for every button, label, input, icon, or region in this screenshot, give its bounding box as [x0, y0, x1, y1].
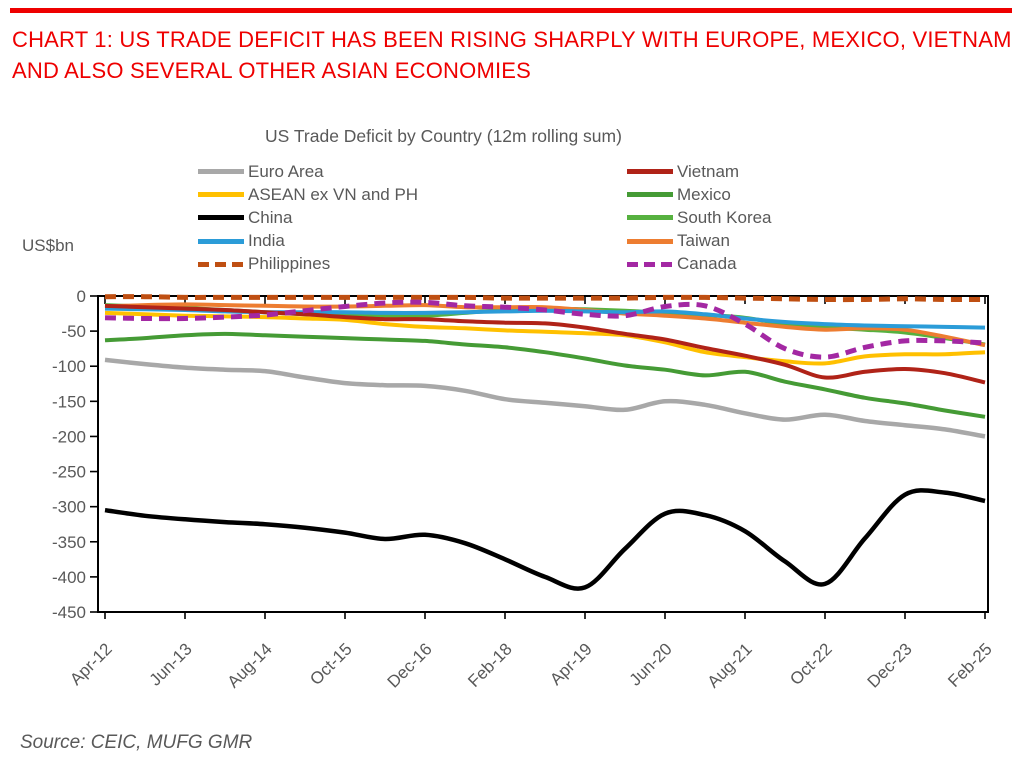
legend-swatch-asean-ex-vn-and-ph — [198, 192, 244, 198]
legend-swatch-china — [198, 215, 244, 221]
legend-swatch-euro-area — [198, 169, 244, 175]
y-tick-label: -150 — [52, 392, 86, 411]
legend-label-vietnam: Vietnam — [677, 161, 740, 181]
series-line-south-korea — [104, 303, 986, 347]
x-tick-label: Oct-15 — [306, 639, 356, 689]
x-tick-label: Dec-23 — [864, 639, 916, 691]
x-tick-label: Feb-18 — [464, 639, 516, 691]
legend-item-asean-ex-vn-and-ph: ASEAN ex VN and PH — [198, 183, 418, 206]
y-tick-label: -250 — [52, 463, 86, 482]
x-tick-label: Aug-14 — [224, 639, 276, 691]
x-tick-label: Jun-13 — [146, 639, 196, 689]
legend-swatch-philippines — [198, 261, 244, 267]
legend-swatch-vietnam — [627, 169, 673, 175]
legend-item-taiwan: Taiwan — [627, 230, 772, 253]
legend-label-taiwan: Taiwan — [677, 231, 730, 251]
x-tick-label: Dec-16 — [384, 639, 436, 691]
legend-swatch-mexico — [627, 192, 673, 198]
legend-label-euro-area: Euro Area — [248, 161, 324, 181]
y-tick-label: -450 — [52, 603, 86, 622]
x-tick-label: Jun-20 — [626, 639, 676, 689]
y-tick-label: 0 — [77, 287, 86, 306]
series-line-asean-ex-vn-and-ph — [104, 310, 986, 366]
legend-item-mexico: Mexico — [627, 183, 772, 206]
series-line-euro-area — [104, 357, 986, 439]
legend-item-china: China — [198, 206, 418, 229]
series-line-philippines — [104, 294, 986, 303]
series-line-taiwan — [104, 302, 986, 348]
axis-frame — [97, 295, 989, 613]
legend-swatch-canada — [627, 261, 673, 267]
legend-item-india: India — [198, 230, 418, 253]
page-title: CHART 1: US TRADE DEFICIT HAS BEEN RISIN… — [12, 27, 1012, 83]
legend-label-canada: Canada — [677, 254, 737, 274]
source-note: Source: CEIC, MUFG GMR — [20, 732, 253, 753]
legend-label-china: China — [248, 207, 293, 227]
legend-swatch-south-korea — [627, 215, 673, 221]
legend-column-2: Vietnam Mexico South Korea Taiwan Canada — [627, 160, 772, 276]
legend-label-india: India — [248, 231, 285, 251]
x-tick-label: Feb-25 — [944, 639, 996, 691]
top-rule — [10, 8, 1012, 13]
x-tick-label: Apr-19 — [546, 639, 596, 689]
legend-swatch-taiwan — [627, 238, 673, 244]
series-line-china — [104, 488, 986, 591]
series-line-canada — [104, 299, 986, 360]
legend-label-asean-ex-vn-and-ph: ASEAN ex VN and PH — [248, 184, 419, 204]
x-tick-label: Oct-22 — [786, 639, 836, 689]
legend-item-vietnam: Vietnam — [627, 160, 772, 183]
legend-item-euro-area: Euro Area — [198, 160, 418, 183]
y-tick-label: -350 — [52, 533, 86, 552]
legend-item-philippines: Philippines — [198, 253, 418, 276]
y-tick-label: -50 — [61, 322, 86, 341]
legend-column-1: Euro Area ASEAN ex VN and PH China India Phi… — [198, 160, 418, 276]
y-axis-unit-label: US$bn — [22, 236, 74, 255]
series-line-india — [104, 306, 986, 330]
y-tick-label: -200 — [52, 427, 86, 446]
legend-label-philippines: Philippines — [248, 254, 331, 274]
chart-title: US Trade Deficit by Country (12m rolling… — [265, 126, 622, 146]
series-line-vietnam — [104, 303, 986, 385]
legend-label-south-korea: South Korea — [677, 207, 772, 227]
x-tick-label: Apr-12 — [66, 639, 116, 689]
y-tick-label: -300 — [52, 498, 86, 517]
legend-swatch-india — [198, 238, 244, 244]
x-tick-label: Aug-21 — [704, 639, 756, 691]
y-tick-label: -100 — [52, 357, 86, 376]
y-tick-label: -400 — [52, 568, 86, 587]
legend-label-mexico: Mexico — [677, 184, 731, 204]
legend-item-south-korea: South Korea — [627, 206, 772, 229]
series-line-mexico — [104, 331, 986, 419]
legend-item-canada: Canada — [627, 253, 772, 276]
